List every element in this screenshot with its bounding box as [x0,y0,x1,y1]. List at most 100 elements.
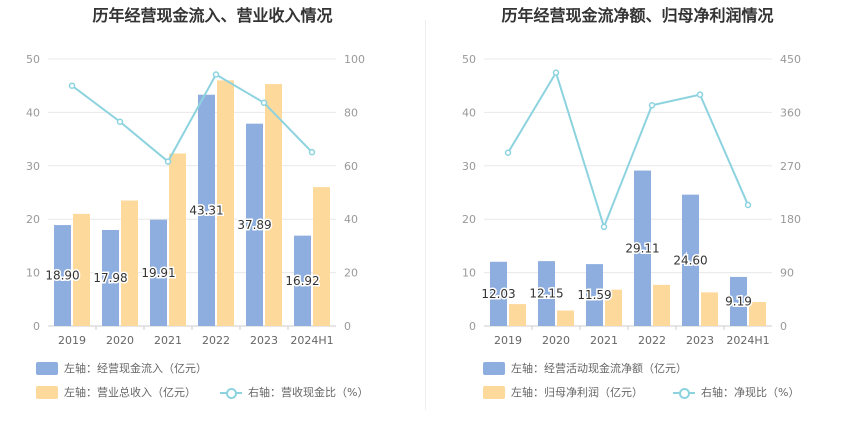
ratio-point [164,158,172,165]
bar-primary [246,123,263,327]
x-tick-label: 2021 [154,334,182,347]
ratio-point [260,99,268,107]
ratio-point [68,82,76,89]
data-label: 11.59 [577,288,611,302]
bar-secondary [509,304,526,326]
y-left-tick-label: 20 [26,213,40,226]
bar-secondary [749,301,766,326]
y-right-tick-label: 90 [780,267,794,280]
bar-primary [730,276,747,326]
y-left-tick-label: 0 [469,320,476,333]
x-tick-label: 2020 [542,334,570,347]
y-left-tick-label: 0 [33,320,40,333]
y-left-tick-label: 10 [26,267,40,280]
x-tick-label: 2023 [250,334,278,347]
panel-divider [425,20,426,410]
bar-primary [538,261,555,326]
ratio-point [212,71,220,78]
legend-item-net-profit[interactable]: 左轴：归母净利润（亿元） [483,384,643,400]
y-left-tick-label: 50 [462,53,476,66]
x-tick-label: 2022 [638,334,666,347]
y-left-tick-label: 10 [462,267,476,280]
data-label: 24.60 [673,253,707,267]
y-right-tick-label: 270 [780,160,801,173]
bar-secondary [557,310,574,326]
x-tick-label: 2020 [106,334,134,347]
bar-secondary [605,289,622,326]
x-tick-label: 2023 [686,334,714,347]
legend-label: 左轴：归母净利润（亿元） [511,386,643,399]
left-chart-panel: 历年经营现金流入、营业收入情况 0 0 10 20 20 40 30 60 40 80 50 100 2… [26,6,368,400]
bar-secondary [701,292,718,326]
data-label: 19.91 [141,266,175,280]
y-right-tick-label: 60 [344,160,358,173]
data-label: 12.03 [481,287,515,301]
bar-secondary [121,200,138,326]
data-label: 29.11 [625,241,659,255]
legend-item-cash-inflow[interactable]: 左轴：经营现金流入（亿元） [36,360,207,376]
legend-label: 左轴：经营现金流入（亿元） [64,362,207,375]
ratio-point [744,201,752,209]
legend-swatch-bar-orange [36,385,58,399]
bar-secondary [653,284,670,326]
legend-label: 右轴：营收现金比（%） [248,386,369,399]
data-label: 18.90 [45,269,79,283]
ratio-line [71,73,313,164]
y-right-tick-label: 40 [344,213,358,226]
bar-secondary [73,213,90,326]
bar-primary [102,229,119,326]
bar-primary [490,261,507,326]
bar-secondary [313,187,330,326]
y-left-tick-label: 40 [462,106,476,119]
bar-secondary [217,80,234,326]
y-right-tick-label: 180 [780,213,801,226]
legend-label: 右轴：净现比（%） [701,386,800,399]
legend-item-net-cash-flow[interactable]: 左轴：经营活动现金流净额（亿元） [483,360,687,376]
x-tick-label: 2021 [590,334,618,347]
bar-primary [294,235,311,326]
legend-swatch-line-icon [673,386,695,399]
ratio-point [552,69,560,76]
right-chart-panel: 历年经营现金流净额、归母净利润情况 0 0 10 90 20 180 30 270 40 360 5… [425,0,850,437]
legend-swatch-bar-orange [483,385,505,399]
y-left-tick-label: 40 [26,106,40,119]
ratio-point [600,223,608,231]
y-right-tick-label: 100 [344,53,365,66]
y-right-tick-label: 450 [780,53,801,66]
data-label: 9.19 [725,294,752,308]
y-left-tick-label: 50 [26,53,40,66]
bar-primary [586,264,603,326]
bar-primary [198,94,215,326]
right-chart: 0 0 10 90 20 180 30 270 40 360 50 450 2019 2020 2021 20… [462,53,801,347]
legend-item-revenue[interactable]: 左轴：营业总收入（亿元） [36,384,196,400]
left-chart-title: 历年经营现金流入、营业收入情况 [92,6,333,25]
bar-primary [150,219,167,326]
ratio-point [696,91,704,98]
x-tick-label: 2024H1 [290,334,333,347]
bar-secondary [169,153,186,326]
ratio-point [504,149,512,156]
bar-primary [634,170,651,326]
legend-swatch-line-icon [220,386,242,399]
ratio-line [507,70,749,230]
ratio-point [648,102,656,109]
x-tick-label: 2019 [494,334,522,347]
y-left-tick-label: 20 [462,213,476,226]
data-label: 16.92 [285,274,319,288]
x-tick-label: 2024H1 [726,334,769,347]
y-left-tick-label: 30 [26,160,40,173]
legend-swatch-bar-blue [483,361,505,375]
bar-primary [682,194,699,326]
legend-item-ratio[interactable]: 右轴：营收现金比（%） [220,384,368,400]
y-right-tick-label: 0 [780,320,787,333]
ratio-point [308,148,316,156]
bar-primary [54,225,71,326]
ratio-point [116,118,124,125]
right-chart-title: 历年经营现金流净额、归母净利润情况 [501,6,774,25]
x-tick-label: 2019 [58,334,86,347]
bar-secondary [265,84,282,327]
legend-label: 左轴：营业总收入（亿元） [64,386,196,399]
data-label: 43.31 [189,203,223,217]
legend-item-cash-ratio[interactable]: 右轴：净现比（%） [673,384,799,400]
y-right-tick-label: 80 [344,106,358,119]
